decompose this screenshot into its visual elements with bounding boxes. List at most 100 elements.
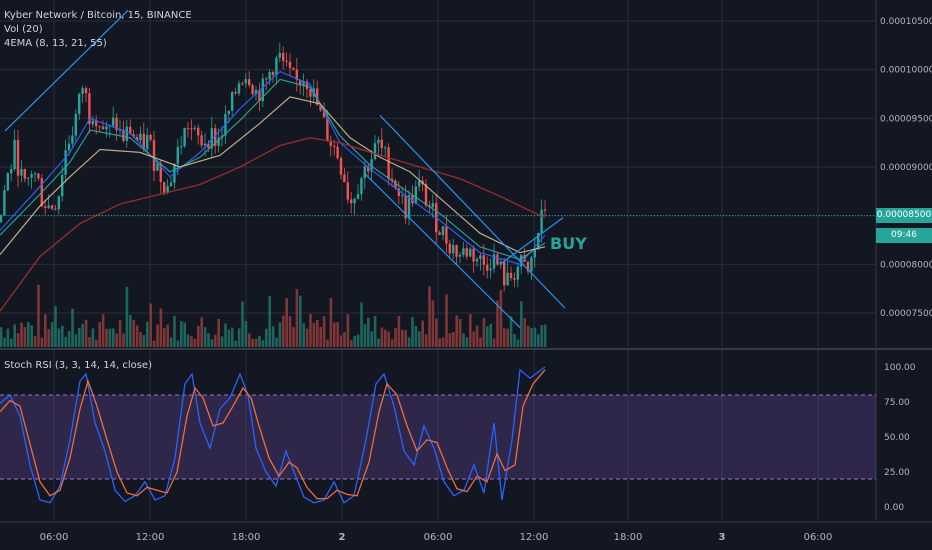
volume-bar xyxy=(142,334,146,347)
candle-body xyxy=(118,129,122,131)
volume-bar xyxy=(186,334,190,347)
volume-bar xyxy=(10,338,13,347)
volume-bar xyxy=(288,316,292,347)
volume-bar xyxy=(47,329,50,347)
volume-bar xyxy=(418,331,421,347)
candle-body xyxy=(135,136,139,141)
volume-bar xyxy=(169,337,173,347)
volume-bar xyxy=(448,333,452,347)
candle-body xyxy=(248,79,251,86)
volume-bar xyxy=(285,298,288,347)
volume-bar xyxy=(275,337,278,347)
candle-body xyxy=(122,129,125,141)
volume-bar xyxy=(333,322,336,347)
volume-bar xyxy=(292,327,295,347)
candle-body xyxy=(346,182,349,200)
candle-body xyxy=(401,195,404,197)
candle-body xyxy=(424,184,428,206)
ema-legend[interactable]: 4EMA (8, 13, 21, 55) xyxy=(4,38,107,49)
candle-body xyxy=(319,104,322,111)
candle-body xyxy=(465,248,468,257)
candle-body xyxy=(54,208,57,210)
volume-bar xyxy=(356,334,360,347)
volume-bar xyxy=(23,327,27,347)
candle-body xyxy=(241,83,244,85)
candle-body xyxy=(244,79,247,84)
candle-body xyxy=(193,127,196,129)
candle-body xyxy=(411,195,414,204)
candle-body xyxy=(129,126,132,135)
candle-body xyxy=(156,163,159,171)
stoch-rsi-legend[interactable]: Stoch RSI (3, 3, 14, 14, close) xyxy=(4,360,152,371)
volume-bar xyxy=(20,322,23,347)
trendline xyxy=(4,9,129,132)
candle-body xyxy=(210,128,213,149)
volume-bar xyxy=(472,331,475,347)
candle-body xyxy=(95,120,98,127)
candle-body xyxy=(414,186,417,204)
volume-bar xyxy=(421,320,424,347)
candle-body xyxy=(520,255,523,267)
stoch-band xyxy=(0,395,876,479)
volume-bar xyxy=(261,340,265,347)
candle-body xyxy=(105,126,108,130)
volume-legend[interactable]: Vol (20) xyxy=(4,24,43,35)
volume-bar xyxy=(217,318,220,347)
candle-body xyxy=(234,92,237,94)
candle-body xyxy=(237,83,241,94)
symbol-legend[interactable]: Kyber Network / Bitcoin, 15, BINANCE xyxy=(4,10,192,21)
volume-bar xyxy=(98,321,101,347)
volume-bar xyxy=(200,317,203,347)
candle-body xyxy=(339,158,343,175)
x-tick-label: 06:00 xyxy=(40,532,69,543)
volume-bar xyxy=(278,322,282,347)
volume-bar xyxy=(78,327,81,347)
candle-body xyxy=(23,168,26,179)
candle-body xyxy=(6,173,9,191)
candle-body xyxy=(203,143,207,146)
volume-bar xyxy=(251,338,254,347)
volume-bar xyxy=(54,306,57,347)
volume-bar xyxy=(431,300,435,347)
candle-body xyxy=(74,114,77,136)
candle-body xyxy=(360,178,363,195)
volume-bar xyxy=(397,315,401,347)
candle-body xyxy=(30,174,33,178)
candle-body xyxy=(78,93,81,115)
volume-bar xyxy=(163,328,166,347)
volume-bar xyxy=(309,313,312,347)
candle-body xyxy=(285,60,288,62)
volume-bar xyxy=(180,321,183,347)
candle-body xyxy=(10,169,13,174)
candle-body xyxy=(373,143,377,160)
volume-bar xyxy=(3,337,6,347)
candle-body xyxy=(438,232,441,235)
volume-bar xyxy=(271,326,275,347)
candle-body xyxy=(509,272,513,279)
candle-body xyxy=(472,248,475,262)
candle-body xyxy=(506,272,509,286)
volume-bar xyxy=(91,328,95,347)
volume-bar xyxy=(122,333,125,347)
candle-body xyxy=(84,88,88,94)
volume-bar xyxy=(319,326,322,347)
volume-bar xyxy=(373,315,377,347)
volume-bar xyxy=(37,284,40,347)
candle-body xyxy=(282,52,285,61)
volume-bar xyxy=(377,338,380,347)
volume-bar xyxy=(268,295,271,347)
candle-body xyxy=(513,278,516,280)
volume-bar xyxy=(57,328,61,347)
countdown-tag: 09:46 xyxy=(876,228,932,243)
volume-bar xyxy=(346,314,350,347)
volume-bar xyxy=(530,328,533,347)
volume-bar xyxy=(105,328,108,347)
candle-body xyxy=(336,146,339,159)
candle-body xyxy=(350,199,353,204)
volume-bar xyxy=(139,331,142,347)
candle-body xyxy=(214,128,217,146)
y-tick-label: 0.00008000 xyxy=(880,260,932,270)
candle-body xyxy=(329,140,332,146)
volume-bar xyxy=(407,337,411,347)
